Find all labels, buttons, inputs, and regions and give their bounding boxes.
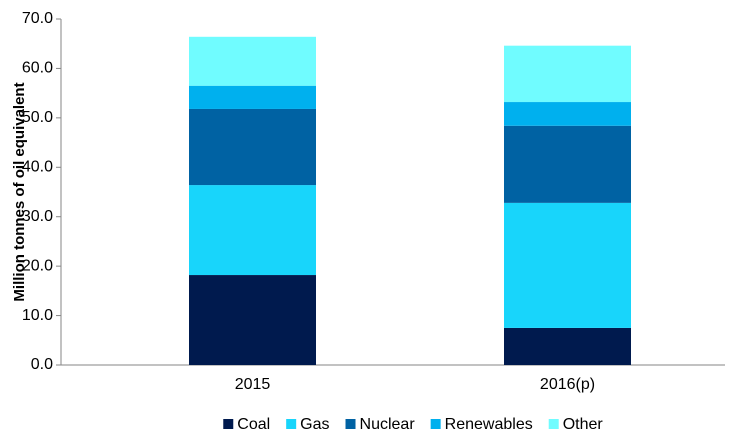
legend-swatch [223,419,234,429]
legend-swatch [430,419,441,429]
legend-label: Renewables [445,416,533,432]
y-tick-label: 30.0 [22,208,53,225]
legend-swatch [548,419,559,429]
y-tick-label: 50.0 [22,109,53,126]
legend-label: Gas [300,416,329,432]
y-tick-label: 10.0 [22,307,53,324]
y-tick-label: 20.0 [22,257,53,274]
bar-segment [504,102,631,126]
legend-swatch [345,419,356,429]
x-tick-label: 2016(p) [540,376,595,393]
y-tick-label: 0.0 [31,356,53,373]
y-tick-label: 60.0 [22,60,53,77]
legend-swatch [286,419,297,429]
bar-segment [504,45,631,103]
x-tick-label: 2015 [235,376,271,393]
bar-segment [189,36,316,86]
bar-segment [189,108,316,186]
legend-label: Other [563,416,604,432]
bar-segment [504,125,631,203]
legend-label: Nuclear [360,416,416,432]
bar-segment [189,185,316,276]
y-tick-label: 40.0 [22,159,53,176]
y-axis-label: Million tonnes of oil equivalent [11,82,28,301]
bar-segment [189,85,316,109]
legend-label: Coal [237,416,270,432]
bar-segment [504,202,631,328]
bar-segment [504,327,631,365]
y-tick-label: 70.0 [22,10,53,27]
bar-segment [189,275,316,365]
